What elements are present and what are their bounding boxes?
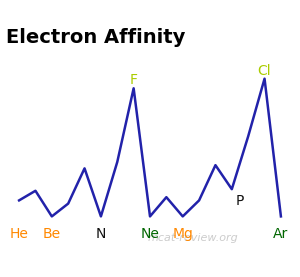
Text: Electron Affinity: Electron Affinity bbox=[6, 28, 185, 47]
Text: Ar: Ar bbox=[273, 227, 289, 241]
Text: Mg: Mg bbox=[172, 227, 193, 241]
Text: Cl: Cl bbox=[258, 64, 272, 78]
Text: Ne: Ne bbox=[141, 227, 159, 241]
Text: F: F bbox=[130, 73, 138, 87]
Text: Be: Be bbox=[43, 227, 61, 241]
Text: N: N bbox=[96, 227, 106, 241]
Text: mcat-review.org: mcat-review.org bbox=[148, 232, 238, 243]
Text: P: P bbox=[236, 194, 244, 208]
Text: He: He bbox=[10, 227, 28, 241]
